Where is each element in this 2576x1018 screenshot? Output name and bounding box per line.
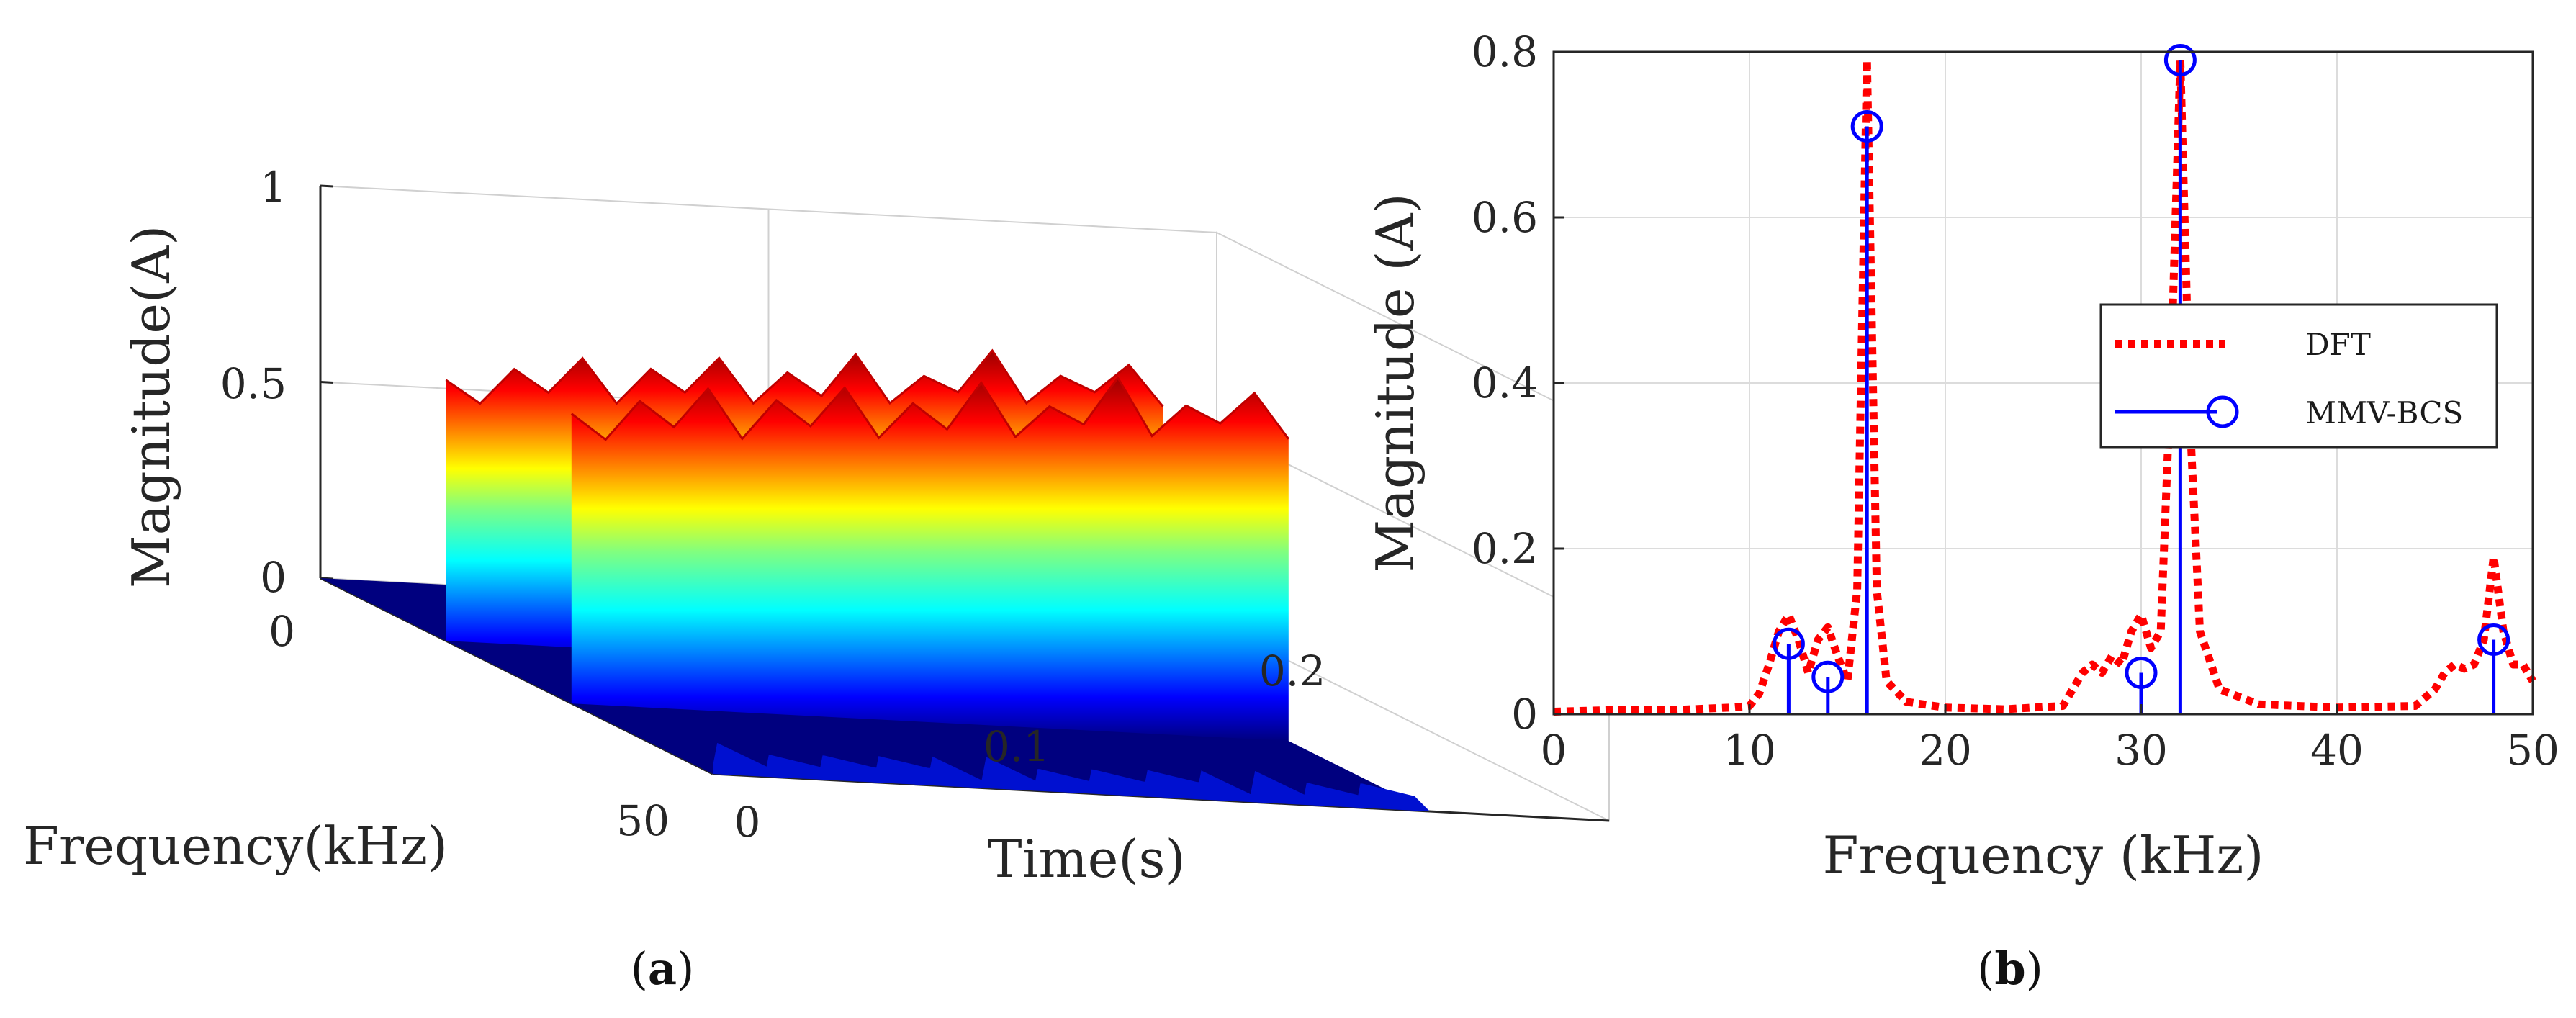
bcs-marker <box>2125 657 2158 689</box>
x-tick-label: 50 <box>2506 726 2559 775</box>
legend: DFT MMV-BCS <box>2099 303 2498 449</box>
y-tick-label: 0.2 <box>1472 524 1538 573</box>
y-tick-labels: 0 0.2 0.4 0.6 0.8 <box>1472 27 1564 739</box>
surface-plot <box>320 348 1430 811</box>
series-dft <box>1553 56 2536 716</box>
y-tick-label: 0.4 <box>1472 359 1538 407</box>
caption-b: (b) <box>1977 942 2043 995</box>
dft-line <box>1553 56 2536 716</box>
panel-b-spectrum-chart: 0 10 20 30 40 50 0 0.2 0.4 0.6 0.8 Frequency (kHz… <box>1365 27 2559 995</box>
z-tick-label: 0.5 <box>220 359 287 408</box>
x-tick-label: 20 <box>1919 726 1972 775</box>
z-tick-label: 1 <box>260 163 287 212</box>
bcs-marker <box>2163 44 2197 76</box>
time-axis-label: Time(s) <box>987 829 1185 889</box>
z-tick-label: 0 <box>260 553 287 602</box>
ridge-32khz <box>571 377 1289 742</box>
z-axis-label: Magnitude(A) <box>121 225 181 588</box>
y-tick-label: 0.6 <box>1472 193 1538 242</box>
frequency-axis-label: Frequency(kHz) <box>23 816 448 876</box>
time-tick-label: 0 <box>734 798 761 847</box>
legend-bcs-marker <box>2206 395 2239 428</box>
x-tick-label: 10 <box>1723 726 1776 775</box>
frequency-tick-label: 0 <box>269 607 295 656</box>
ridge-crest <box>570 376 1290 441</box>
z-tick-mark <box>320 381 334 384</box>
legend-bcs-label: MMV-BCS <box>2305 395 2463 431</box>
legend-box <box>2099 303 2498 449</box>
x-tick-label: 40 <box>2310 726 2364 775</box>
y-axis-label: Magnitude (A) <box>1365 193 1426 572</box>
x-tick-label: 0 <box>1541 726 1567 775</box>
x-tick-labels: 0 10 20 30 40 50 <box>1541 704 2559 775</box>
panel-a-surface-chart: 0 0.5 1 0 50 0 0.1 0.2 Magnitude(A) Freq… <box>23 163 1610 995</box>
x-axis-label: Frequency (kHz) <box>1823 825 2264 886</box>
y-tick-label: 0.8 <box>1472 27 1538 76</box>
frequency-tick-label: 50 <box>616 796 670 845</box>
surface-noise <box>713 742 1430 811</box>
bcs-marker <box>2477 623 2510 656</box>
legend-dft-label: DFT <box>2305 327 2371 362</box>
y-tick-label: 0 <box>1511 690 1538 739</box>
bcs-marker <box>1772 627 1805 660</box>
bcs-marker <box>1811 660 1845 693</box>
ridge-crest <box>445 348 1164 407</box>
bcs-marker <box>1850 110 1883 143</box>
x-tick-label: 30 <box>2115 726 2168 775</box>
time-tick-label: 0.1 <box>983 722 1050 771</box>
time-tick-label: 0.2 <box>1259 647 1325 695</box>
caption-a: (a) <box>631 942 695 995</box>
